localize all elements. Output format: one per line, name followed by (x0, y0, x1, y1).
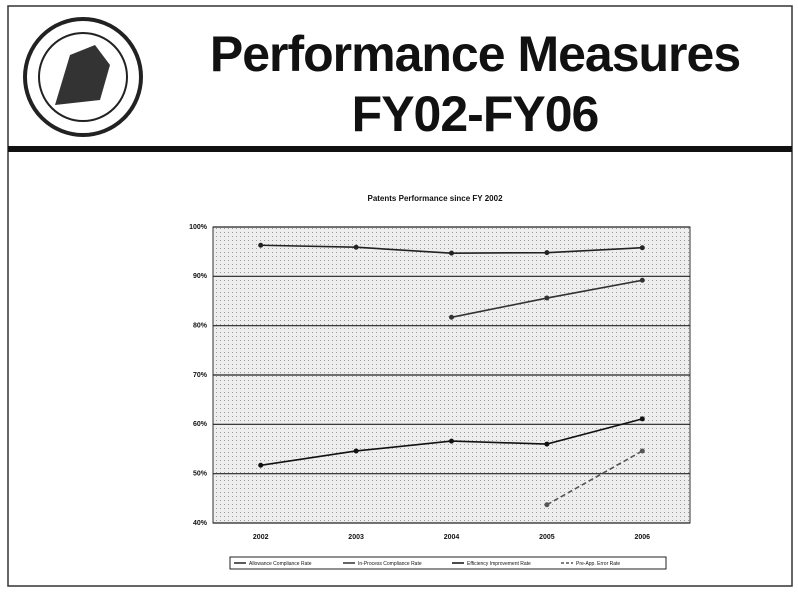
point (258, 462, 264, 468)
y-tick-label: 50% (193, 471, 208, 478)
x-tick-label: 2002 (253, 534, 269, 541)
seal (23, 17, 143, 137)
point (544, 295, 550, 301)
y-tick-label: 80% (193, 323, 208, 330)
point (449, 438, 454, 444)
point (639, 245, 645, 251)
header-rule (8, 146, 792, 152)
y-tick-label: 90% (193, 273, 208, 280)
y-tick-label: 40% (193, 520, 208, 527)
legend-box (229, 556, 667, 570)
legend-label: Allowance Compliance Rate (249, 561, 312, 567)
point (353, 244, 359, 250)
legend-label: Pre-App. Error Rate (576, 561, 620, 567)
x-tick-label: 2003 (348, 534, 364, 541)
point (639, 277, 645, 283)
x-tick-label: 2006 (635, 534, 651, 541)
y-tick-label: 100% (189, 224, 208, 231)
point (639, 448, 645, 454)
point (353, 448, 359, 454)
point (544, 502, 550, 508)
point (258, 242, 264, 248)
slide-title-line: Performance Measures (210, 26, 740, 82)
y-tick-label: 60% (193, 421, 208, 428)
point (449, 314, 454, 320)
point (639, 416, 645, 422)
x-tick-label: 2005 (539, 534, 555, 541)
y-tick-label: 70% (193, 372, 208, 379)
slide-border (7, 5, 793, 587)
chart-title: Patents Performance since FY 2002 (367, 194, 503, 203)
x-tick-label: 2004 (444, 534, 460, 541)
series-line (546, 450, 643, 506)
point (449, 250, 454, 256)
legend-label: In-Process Compliance Rate (358, 561, 422, 567)
point (544, 250, 550, 256)
slide-title-line: FY02-FY06 (352, 86, 599, 142)
legend-label: Efficiency Improvement Rate (467, 561, 531, 567)
point (544, 441, 550, 447)
